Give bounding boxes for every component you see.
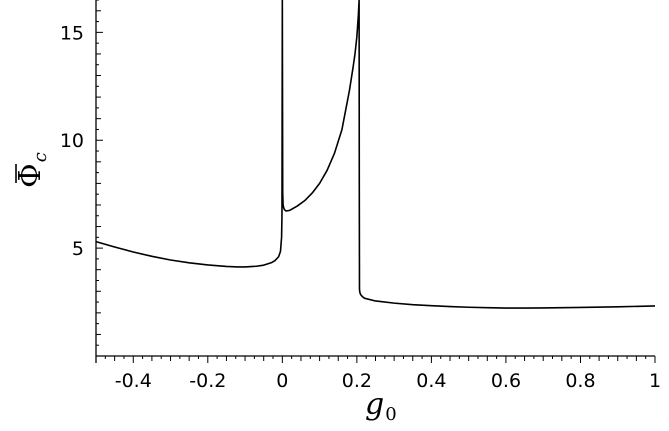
x-tick-label: -0.2 [189, 370, 226, 392]
svg-text:Φc: Φc [13, 152, 51, 188]
x-tick-label: 0.4 [416, 370, 446, 392]
series-layer [95, 0, 656, 309]
x-tick-label: -0.4 [115, 370, 152, 392]
x-tick-label: 1 [649, 370, 661, 392]
x-axis-label: g0 [365, 387, 397, 425]
x-tick-label: 0.2 [342, 370, 372, 392]
y-axis-label-text: Φ [13, 163, 48, 188]
y-axis-label: Φc [13, 152, 51, 188]
x-ticks: -0.4 -0.2 0 0.2 0.4 0.6 0.8 1 [95, 356, 661, 392]
y-tick-label: 10 [60, 130, 84, 152]
y-tick-label: 15 [60, 22, 84, 44]
x-tick-label: 0 [276, 370, 288, 392]
y-tick-label: 5 [72, 238, 84, 260]
x-tick-label: 0.8 [565, 370, 595, 392]
y-ticks: 5 10 15 [60, 0, 103, 346]
axes [95, 0, 655, 363]
series-line [95, 0, 656, 309]
x-tick-label: 0.6 [491, 370, 521, 392]
